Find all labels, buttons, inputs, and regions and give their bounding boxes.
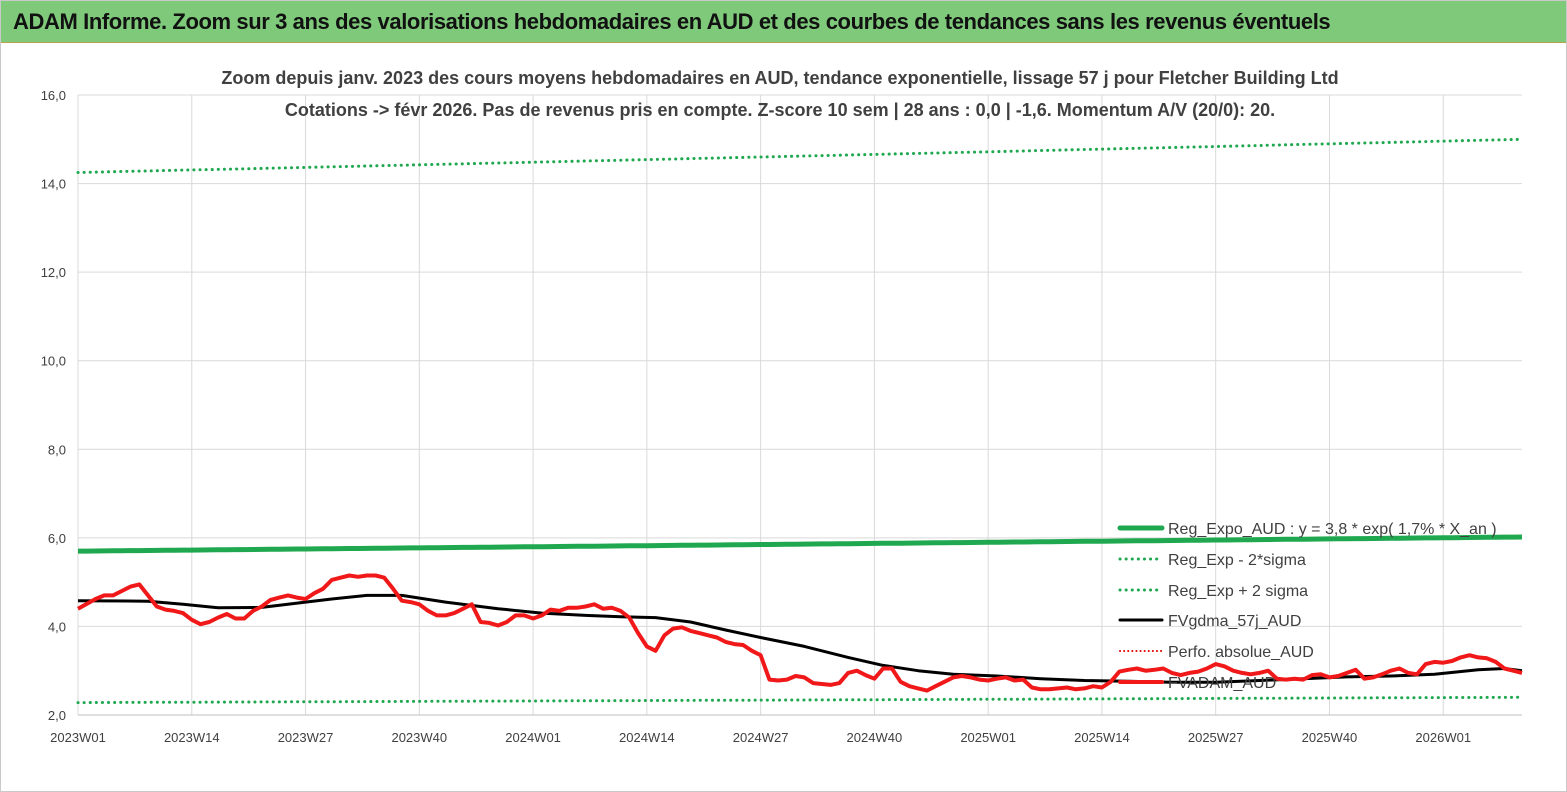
x-tick-label: 2024W01 <box>505 730 561 745</box>
y-tick-label: 8,0 <box>48 442 66 457</box>
x-tick-label: 2023W40 <box>391 730 447 745</box>
chart-subtitle-line-1: Zoom depuis janv. 2023 des cours moyens … <box>221 68 1338 88</box>
x-tick-label: 2025W14 <box>1074 730 1130 745</box>
y-tick-label: 6,0 <box>48 531 66 546</box>
price-line <box>77 573 1523 693</box>
legend-trend-label: Reg_Expo_AUD : y = 3,8 * exp( 1,7% * X_a… <box>1168 521 1497 538</box>
x-tick-label: 2023W14 <box>164 730 220 745</box>
lower-sigma-line <box>76 695 1524 705</box>
chart-subtitle-line-2: Cotations -> févr 2026. Pas de revenus p… <box>285 100 1275 120</box>
y-tick-label: 14,0 <box>41 177 66 192</box>
x-tick-label: 2025W40 <box>1302 730 1358 745</box>
x-tick-label: 2024W27 <box>733 730 789 745</box>
y-tick-label: 10,0 <box>41 354 66 369</box>
x-tick-label: 2024W14 <box>619 730 675 745</box>
series-layer <box>76 137 1524 705</box>
legend-price-label: FVADAM_AUD <box>1168 675 1276 692</box>
legend-smoothed-label: FVgdma_57j_AUD <box>1168 613 1301 630</box>
smoothed-line <box>77 593 1523 684</box>
x-tick-label: 2025W27 <box>1188 730 1244 745</box>
x-tick-label: 2023W01 <box>50 730 106 745</box>
legend: Reg_Expo_AUD : y = 3,8 * exp( 1,7% * X_a… <box>1117 521 1497 692</box>
x-tick-label: 2024W40 <box>847 730 903 745</box>
gridlines <box>77 94 1522 716</box>
axes: 2,0 4,0 6,0 8,0 10,0 12,0 14,0 16,0 2023W01 2023W… <box>41 88 1522 745</box>
report-title: ADAM Informe. Zoom sur 3 ans des valoris… <box>13 9 1331 34</box>
trend-line <box>78 534 1523 554</box>
legend-lower-sigma-label: Reg_Exp - 2*sigma <box>1168 552 1306 569</box>
y-tick-label: 12,0 <box>41 265 66 280</box>
legend-upper-sigma-label: Reg_Exp + 2 sigma <box>1168 583 1308 600</box>
x-tick-label: 2026W01 <box>1415 730 1471 745</box>
upper-sigma-line <box>76 137 1524 174</box>
x-tick-label: 2025W01 <box>960 730 1016 745</box>
report-banner: ADAM Informe. Zoom sur 3 ans des valoris… <box>1 1 1566 43</box>
x-tick-label: 2023W27 <box>278 730 334 745</box>
y-tick-label: 16,0 <box>41 88 66 103</box>
y-tick-label: 2,0 <box>48 708 66 723</box>
legend-perf-label: Perfo. absolue_AUD <box>1168 644 1314 661</box>
y-tick-label: 4,0 <box>48 619 66 634</box>
